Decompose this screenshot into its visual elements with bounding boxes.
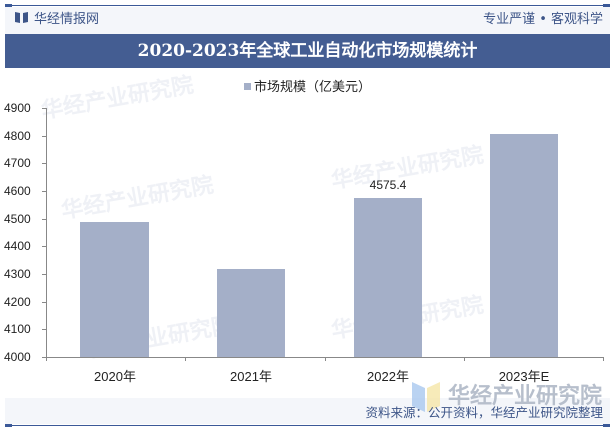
brand: 华经情报网	[15, 8, 99, 27]
y-tick-label: 4600	[4, 184, 31, 198]
bar-2022[interactable]	[354, 198, 422, 357]
y-tick-mark	[42, 357, 46, 358]
legend-label: 市场规模（亿美元）	[253, 80, 371, 95]
legend-swatch	[243, 83, 251, 90]
legend: 市场规模（亿美元）	[0, 76, 615, 95]
y-axis	[46, 108, 47, 357]
y-tick-label: 4800	[4, 129, 31, 143]
y-tick-mark	[42, 191, 46, 192]
x-tick-mark	[185, 357, 186, 361]
y-tick-mark	[42, 108, 46, 109]
y-tick-label: 4400	[4, 239, 31, 253]
slogan: 专业严谨 • 客观科学	[483, 12, 603, 27]
y-tick-mark	[42, 302, 46, 303]
watermark-logo-icon	[412, 382, 440, 412]
bar-2020[interactable]	[80, 222, 149, 357]
x-tick-mark	[603, 357, 604, 361]
y-tick-label: 4200	[4, 295, 31, 309]
x-tick-mark	[464, 357, 465, 361]
x-tick-label: 2022年	[367, 369, 409, 384]
y-tick-label: 4700	[4, 156, 31, 170]
top-border-line	[5, 4, 610, 7]
y-tick-mark	[42, 329, 46, 330]
y-tick-mark	[42, 246, 46, 247]
data-source: 资料来源：公开资料，华经产业研究院整理	[365, 405, 603, 420]
y-tick-label: 4100	[4, 322, 31, 336]
y-tick-mark	[42, 163, 46, 164]
bar-2023e[interactable]	[490, 134, 558, 357]
bottom-border-line	[5, 424, 610, 427]
data-label-2022: 4575.4	[369, 178, 407, 192]
y-tick-label: 4000	[4, 350, 31, 364]
watermark-logo-text: 华经产业研究院	[448, 384, 603, 409]
bar-2021[interactable]	[217, 269, 285, 357]
footer-bar	[5, 398, 610, 424]
x-tick-mark	[325, 357, 326, 361]
brand-name: 华经情报网	[34, 12, 100, 27]
y-tick-label: 4900	[4, 101, 31, 115]
y-tick-mark	[42, 219, 46, 220]
chart-title: 2020-2023年全球工业自动化市场规模统计	[5, 34, 610, 68]
y-tick-label: 4500	[4, 212, 31, 226]
book-logo-icon	[15, 12, 28, 23]
x-tick-label: 2023年E	[498, 369, 550, 384]
y-tick-mark	[42, 136, 46, 137]
x-tick-label: 2021年	[230, 369, 272, 384]
y-tick-label: 4300	[4, 267, 31, 281]
y-tick-mark	[42, 274, 46, 275]
x-tick-label: 2020年	[94, 369, 136, 384]
header-bar	[5, 7, 610, 34]
x-tick-mark	[46, 357, 47, 361]
